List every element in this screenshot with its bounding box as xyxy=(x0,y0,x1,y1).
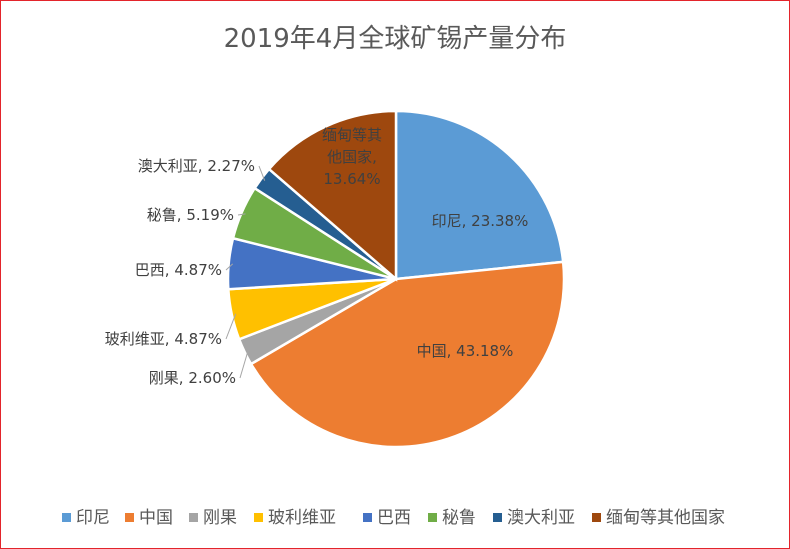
data-label-0: 印尼, 23.38% xyxy=(432,212,529,230)
legend-swatch xyxy=(363,513,372,522)
legend-swatch xyxy=(125,513,134,522)
legend-swatch xyxy=(62,513,71,522)
data-labels: 印尼, 23.38% 中国, 43.18% 刚果, 2.60% 玻利维亚, 4.87%… xyxy=(105,126,529,387)
legend: 印尼 中国 刚果 玻利维亚 巴西 秘鲁 澳大利亚 缅甸等其他国家 xyxy=(62,508,725,528)
legend-swatch xyxy=(254,513,263,522)
data-label-1: 中国, 43.18% xyxy=(417,342,514,360)
legend-item-6: 澳大利亚 xyxy=(493,508,575,528)
pie-slice-1 xyxy=(249,260,566,449)
chart-title: 2019年4月全球矿锡产量分布 xyxy=(224,24,567,54)
legend-label: 巴西 xyxy=(377,508,411,528)
legend-item-4: 巴西 xyxy=(363,508,411,528)
legend-label: 秘鲁 xyxy=(442,508,476,528)
leader-line-2 xyxy=(239,349,249,379)
pie-slices xyxy=(226,109,566,449)
leader-line-4 xyxy=(225,263,234,271)
legend-item-1: 中国 xyxy=(125,508,173,528)
pie-slice-7 xyxy=(267,109,398,282)
data-label-4: 巴西, 4.87% xyxy=(135,261,222,279)
leader-line-6 xyxy=(258,165,266,181)
pie-slice-0 xyxy=(394,109,565,281)
leader-line-3 xyxy=(225,313,237,340)
legend-item-2: 刚果 xyxy=(189,508,237,528)
legend-item-5: 秘鲁 xyxy=(428,508,476,528)
data-label-3: 玻利维亚, 4.87% xyxy=(105,330,222,348)
legend-swatch xyxy=(428,513,437,522)
leader-line-5 xyxy=(237,213,246,216)
legend-item-7: 缅甸等其他国家 xyxy=(592,508,725,528)
legend-label: 刚果 xyxy=(203,508,237,528)
legend-swatch xyxy=(189,513,198,522)
data-label-2: 刚果, 2.60% xyxy=(149,369,236,387)
data-label-7: 缅甸等其他国家, 13.64% xyxy=(322,126,382,188)
data-label-6: 澳大利亚, 2.27% xyxy=(138,157,255,175)
legend-label: 缅甸等其他国家 xyxy=(606,508,725,528)
legend-label: 玻利维亚 xyxy=(268,508,336,528)
legend-swatch xyxy=(592,513,601,522)
legend-label: 中国 xyxy=(139,508,173,528)
legend-item-3: 玻利维亚 xyxy=(254,508,336,528)
data-label-5: 秘鲁, 5.19% xyxy=(147,206,234,224)
legend-item-0: 印尼 xyxy=(62,508,110,528)
legend-label: 印尼 xyxy=(76,508,110,528)
legend-label: 澳大利亚 xyxy=(507,508,575,528)
leader-lines xyxy=(225,165,266,379)
legend-swatch xyxy=(493,513,502,522)
